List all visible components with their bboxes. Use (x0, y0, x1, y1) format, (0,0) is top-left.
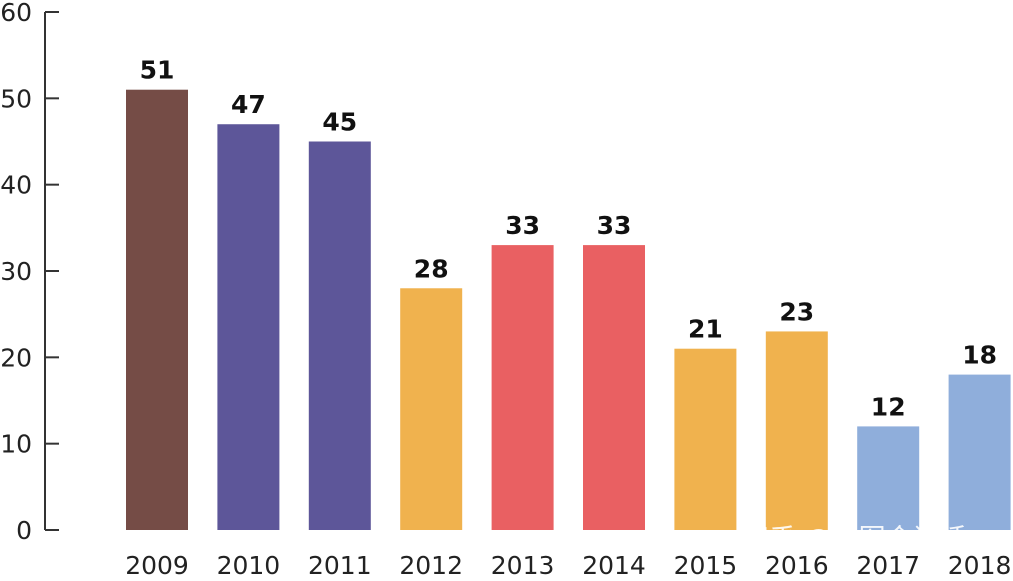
x-tick-label-2009: 2009 (125, 551, 189, 580)
data-label-2009: 51 (140, 56, 175, 85)
data-label-2016: 23 (779, 297, 814, 326)
bar-2018 (948, 374, 1011, 530)
category-labels: 2009 2010 2011 2012 2013 2014 2015 2016 2017 2018 (125, 551, 1011, 580)
bar-2014 (583, 245, 645, 530)
bar-2009 (126, 89, 188, 530)
y-tick-label: 50 (0, 84, 32, 113)
y-tick-label: 60 (0, 0, 32, 27)
x-tick-label-2013: 2013 (491, 551, 555, 580)
x-tick-label-2010: 2010 (217, 551, 281, 580)
y-tick-label: 20 (0, 343, 32, 372)
data-label-2013: 33 (505, 211, 540, 240)
watermark: 知乎 @地图会说话 (742, 524, 967, 555)
bar-2015 (674, 348, 737, 530)
data-labels: 51 47 45 28 33 33 21 23 12 18 (140, 56, 997, 422)
data-label-2018: 18 (962, 341, 997, 370)
x-tick-label-2017: 2017 (856, 551, 920, 580)
data-label-2011: 45 (322, 108, 357, 137)
x-tick-label-2016: 2016 (765, 551, 829, 580)
bar-2013 (491, 245, 554, 530)
y-tick-label: 40 (0, 171, 32, 200)
bars (126, 89, 1011, 530)
bar-2012 (400, 288, 463, 530)
x-tick-label-2011: 2011 (308, 551, 372, 580)
y-axis: 0 10 20 30 40 50 60 (0, 0, 59, 545)
data-label-2014: 33 (597, 211, 632, 240)
data-label-2010: 47 (231, 90, 266, 119)
data-label-2017: 12 (871, 392, 906, 421)
y-tick-label: 30 (0, 257, 32, 286)
bar-2011 (308, 141, 371, 530)
x-tick-label-2015: 2015 (674, 551, 738, 580)
data-label-2012: 28 (414, 254, 449, 283)
bar-2017 (857, 426, 920, 530)
bar-2010 (217, 124, 280, 530)
x-tick-label-2014: 2014 (582, 551, 646, 580)
y-tick-label: 0 (16, 516, 32, 545)
data-label-2015: 21 (688, 315, 723, 344)
y-tick-label: 10 (0, 430, 32, 459)
x-tick-label-2018: 2018 (948, 551, 1012, 580)
x-tick-label-2012: 2012 (399, 551, 463, 580)
bar-2016 (765, 331, 828, 530)
